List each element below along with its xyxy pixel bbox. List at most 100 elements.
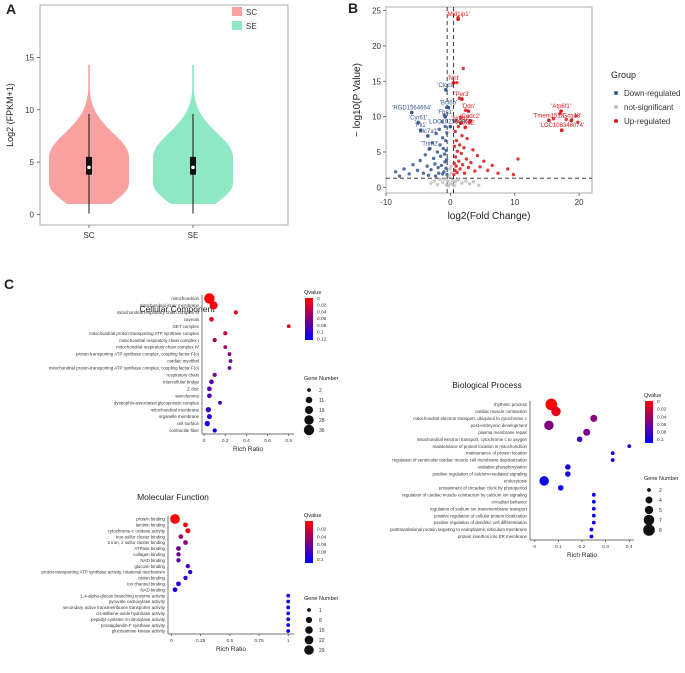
volcano-point-down	[415, 168, 420, 173]
go-qvalue-legend-title: Qvalue	[644, 393, 661, 399]
volcano-point-up	[473, 169, 477, 173]
volcano-point-down	[443, 138, 448, 143]
volcano-point-ns	[460, 181, 464, 185]
go-size-legend-dot	[304, 415, 314, 425]
go-term-dot	[185, 563, 191, 569]
violin-y-tick-label: 5	[30, 158, 35, 167]
volcano-point-up	[458, 143, 462, 147]
go-term-dot	[565, 464, 571, 470]
volcano-point-up	[458, 115, 463, 120]
go-term-dot	[286, 611, 291, 616]
volcano-gene-label: 'LOC102556965'	[428, 120, 473, 126]
go-colorbar-tick-label: 0.1	[317, 557, 324, 563]
go-term-label: respiratory chain	[167, 373, 200, 378]
go-x-tick-label: 0.5	[226, 638, 233, 644]
volcano-point-up	[453, 155, 458, 159]
go-term-dot	[544, 420, 554, 431]
go-term-dot	[178, 534, 184, 540]
go-term-dot	[223, 331, 228, 336]
go-x-tick-label: 0.3	[602, 544, 609, 550]
volcano-point-down	[444, 158, 449, 162]
volcano-legend-label: not-significant	[624, 103, 674, 112]
go-term-dot	[227, 352, 232, 356]
go-molecular-function-chart: Molecular Function 0 0.25 0.5 0.75 1 Rich Rati…	[42, 492, 339, 655]
volcano-point-ns	[440, 180, 445, 185]
violin-legend-label: SE	[246, 22, 257, 31]
go-x-tick-label: 0.25	[196, 638, 206, 644]
volcano-y-axis-title: − log10(P Value)	[352, 63, 363, 137]
volcano-labeled-point	[458, 121, 463, 125]
go-term-label: mitochondrial proton-transporting ATP sy…	[89, 331, 200, 336]
volcano-x-tick-label: 20	[575, 198, 584, 207]
go-term-label: organelle membrane	[159, 414, 200, 419]
volcano-point-down	[434, 131, 438, 136]
go-term-label: intercellular bridge	[163, 379, 199, 384]
go-term-dot	[627, 444, 632, 449]
go-term-dot	[218, 400, 222, 405]
go-term-dot	[176, 581, 181, 587]
go-term-dot	[286, 605, 291, 610]
volcano-gene-label: 'Per3'	[454, 92, 469, 98]
go-size-legend-title: Gene Number	[644, 476, 679, 482]
volcano-legend-marker	[614, 119, 618, 123]
volcano-point-down	[445, 131, 449, 135]
volcano-point-up	[462, 171, 467, 175]
go-term-dot	[176, 558, 181, 563]
go-term-label: 2 iron, 2 sulfur cluster binding	[108, 540, 166, 545]
volcano-point-ns	[471, 179, 476, 184]
go-term-label: glucose binding	[134, 564, 165, 569]
go-colorbar-tick-label: 0.08	[657, 430, 667, 436]
volcano-point-down	[437, 171, 441, 175]
violin-y-tick-label: 15	[25, 53, 34, 62]
go-x-tick-label: 0	[203, 438, 206, 444]
volcano-gene-label: 'Trim2'	[421, 142, 438, 148]
volcano-point-up	[452, 144, 457, 149]
panel-label-b: B	[348, 0, 358, 16]
volcano-point-ns	[464, 179, 468, 183]
volcano-gene-label: 'Cyr61'	[409, 115, 427, 121]
go-term-label: oxidative phosphorylation	[477, 465, 527, 470]
volcano-point-up	[471, 148, 475, 152]
go-x-tick-label: 0.4	[626, 544, 633, 550]
go-size-legend-title: Gene Number	[304, 596, 339, 602]
go-term-label: collagen binding	[133, 552, 165, 557]
volcano-point-ns	[446, 179, 450, 183]
go-size-legend-dot	[304, 635, 314, 645]
go-term-label: posttranslational protein targeting to e…	[390, 527, 527, 532]
go-size-legend-label: 2	[319, 388, 322, 394]
volcano-point-up	[469, 160, 473, 165]
go-colorbar-tick-label: 0.02	[317, 527, 327, 533]
volcano-point-down	[440, 136, 445, 140]
go-term-dot	[187, 569, 193, 575]
volcano-point-down	[393, 170, 398, 174]
volcano-labeled-point	[427, 146, 432, 151]
volcano-gene-label: 'LOC108348074'	[539, 123, 584, 129]
volcano-point-up	[463, 108, 468, 112]
volcano-point-down	[435, 150, 440, 154]
go-term-label: mitochondrial electron transport, ubiqui…	[413, 416, 528, 421]
volcano-point-down	[441, 146, 445, 151]
go-term-dot	[212, 338, 217, 343]
go-term-label: cardiac muscle contraction	[475, 409, 528, 414]
volcano-labeled-point	[463, 125, 467, 130]
volcano-point-ns	[477, 183, 481, 187]
volcano-point-down	[402, 167, 406, 171]
volcano-labeled-point	[559, 128, 564, 133]
go-term-label: maintenance of protein location in mitoc…	[433, 444, 528, 449]
go-size-legend-label: 29	[319, 648, 325, 654]
volcano-point-up	[457, 159, 461, 163]
volcano-point-up	[458, 167, 462, 171]
volcano-point-ns	[435, 182, 440, 187]
go-term-label: 1,4-alpha-glucan branching enzyme activi…	[81, 593, 166, 598]
volcano-gene-label: 'Tmem151a'	[533, 113, 566, 119]
volcano-point-up	[465, 136, 469, 141]
go-biological-process-chart: Biological Process 0 0.1 0.2 0.3 0.4 Rich Rati…	[390, 380, 679, 559]
volcano-labeled-point	[443, 114, 448, 119]
volcano-labeled-point	[468, 119, 473, 123]
volcano-labeled-point	[547, 118, 551, 123]
volcano-point-up	[455, 80, 459, 85]
volcano-point-down	[433, 162, 437, 166]
go-size-legend-label: 11	[319, 398, 324, 404]
volcano-point-up	[551, 117, 556, 121]
